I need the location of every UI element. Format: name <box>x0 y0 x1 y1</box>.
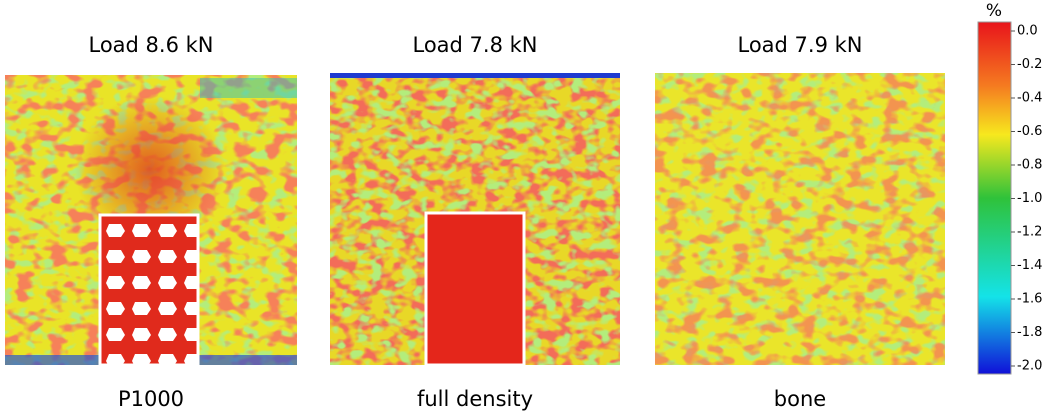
tick-label: -1.2 <box>1017 225 1042 240</box>
panel-title: Load 7.8 kN <box>413 33 538 57</box>
panel-full-density <box>330 73 620 367</box>
tick-label: -0.6 <box>1017 124 1042 139</box>
colorbar <box>977 21 1012 375</box>
tick-label: -0.8 <box>1017 158 1042 173</box>
colorbar-unit: % <box>986 1 1002 21</box>
tick-label: -1.6 <box>1017 292 1042 307</box>
panel-bone <box>655 73 945 365</box>
panel-title: Load 8.6 kN <box>89 33 214 57</box>
tick-label: -0.4 <box>1017 91 1042 106</box>
panel-label: full density <box>417 387 533 411</box>
panel-title: Load 7.9 kN <box>738 33 863 57</box>
panel-label: P1000 <box>118 387 184 411</box>
tick-label: 0.0 <box>1017 24 1038 39</box>
panel-label: bone <box>774 387 826 411</box>
tick-label: -2.0 <box>1017 359 1042 374</box>
tick-label: -0.2 <box>1017 57 1042 72</box>
tick-label: -1.8 <box>1017 325 1042 340</box>
tick-label: -1.4 <box>1017 258 1042 273</box>
panel-p1000 <box>5 75 297 367</box>
tick-label: -1.0 <box>1017 191 1042 206</box>
